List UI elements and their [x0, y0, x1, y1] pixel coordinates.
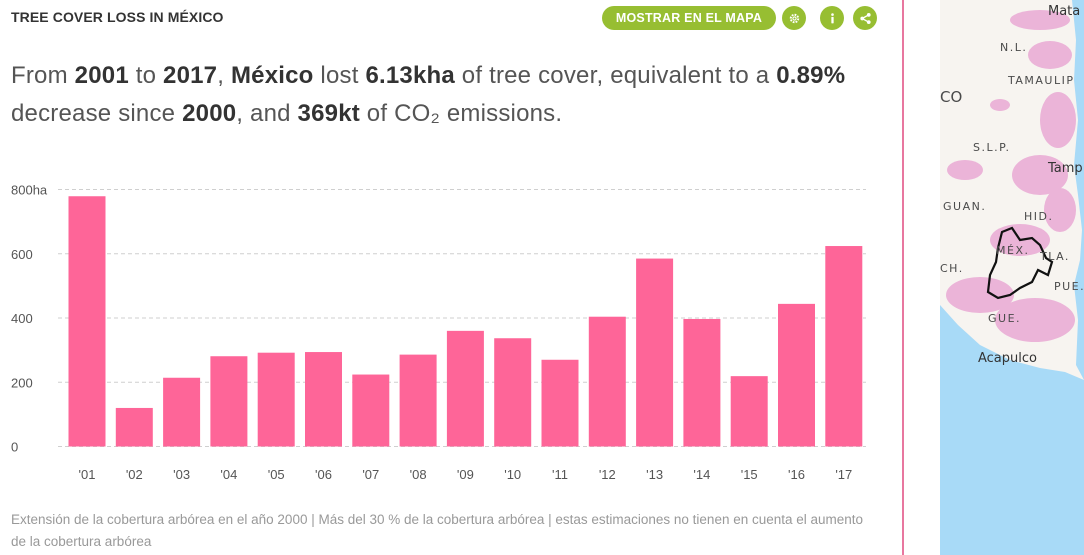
- map-label-puebla: PUE.: [1054, 280, 1084, 293]
- map-label-acapulco: Acapulco: [978, 351, 1037, 366]
- base-year: 2000: [182, 100, 237, 127]
- map-label-nuevo-leon: N.L.: [1000, 41, 1028, 54]
- info-icon: [830, 12, 834, 23]
- bar-17[interactable]: [825, 246, 863, 447]
- x-tick-label: '11: [552, 467, 568, 482]
- x-tick-label: '16: [788, 467, 805, 482]
- end-year: 2017: [163, 62, 218, 89]
- x-tick-label: '17: [835, 467, 852, 482]
- map-label-tamaulipas: TAMAULIP: [1008, 74, 1075, 87]
- y-tick-label: 0: [11, 440, 18, 455]
- bar-14[interactable]: [683, 318, 721, 447]
- show-on-map-button[interactable]: MOSTRAR EN EL MAPA: [602, 6, 776, 30]
- chart-footnote: Extensión de la cobertura arbórea en el …: [11, 512, 864, 549]
- x-tick-label: '07: [362, 467, 379, 482]
- tree-cover-loss-widget: TREE COVER LOSS IN MÉXICO MOSTRAR EN EL …: [0, 4, 890, 549]
- info-button[interactable]: [820, 6, 844, 30]
- x-tick-label: '03: [173, 467, 190, 482]
- x-tick-label: '10: [504, 467, 521, 482]
- map-label-mexico: MÉX.: [996, 244, 1030, 257]
- map-label-ch: CH.: [940, 262, 964, 275]
- bar-04[interactable]: [210, 356, 248, 447]
- bar-13[interactable]: [636, 258, 674, 447]
- x-tick-label: '13: [646, 467, 663, 482]
- bar-15[interactable]: [730, 376, 768, 447]
- loss-bar-chart: 0 200 400 600 800ha '01 '02 '03 '04 '05 '06 '07 '08 '…: [0, 170, 890, 490]
- x-tick-label: '04: [220, 467, 237, 482]
- y-tick-label: 800ha: [11, 183, 48, 198]
- x-tick-label: '09: [457, 467, 474, 482]
- y-tick-label: 600: [11, 247, 33, 262]
- y-tick-label: 200: [11, 375, 33, 390]
- x-tick-label: '02: [126, 467, 143, 482]
- loss-percent: 0.89%: [776, 62, 846, 89]
- map-panel[interactable]: Mata N.L. TAMAULIP CO S.L.P. Tamp GUAN. …: [940, 0, 1084, 555]
- region-name: México: [230, 62, 314, 89]
- bar-03[interactable]: [163, 377, 201, 447]
- bar-09[interactable]: [446, 330, 484, 447]
- x-tick-label: '01: [79, 467, 96, 482]
- widget-header: TREE COVER LOSS IN MÉXICO MOSTRAR EN EL …: [11, 4, 877, 32]
- share-button[interactable]: [853, 6, 877, 30]
- summary-sentence: From 2001 to 2017, México lost 6.13kha o…: [11, 62, 846, 127]
- y-tick-label: 400: [11, 311, 33, 326]
- widget-title: TREE COVER LOSS IN MÉXICO: [11, 9, 224, 25]
- bar-02[interactable]: [115, 407, 153, 447]
- share-icon: [859, 12, 871, 24]
- x-tick-label: '12: [599, 467, 616, 482]
- bar-11[interactable]: [541, 359, 579, 447]
- bar-01[interactable]: [68, 196, 106, 447]
- panel-divider: [902, 0, 904, 555]
- map-label-tlaxcala: TLA.: [1040, 250, 1070, 263]
- x-tick-label: '14: [693, 467, 710, 482]
- bar-05[interactable]: [257, 352, 295, 447]
- bar-06[interactable]: [305, 352, 342, 447]
- bar-16[interactable]: [778, 303, 815, 447]
- start-year: 2001: [74, 62, 129, 89]
- emissions-amount: 369kt: [297, 100, 360, 127]
- map-label-guerrero: GUE.: [988, 312, 1022, 325]
- map-label-slp: S.L.P.: [973, 141, 1011, 154]
- map-label-tampico: Tamp: [1048, 161, 1083, 176]
- bar-10[interactable]: [494, 338, 532, 447]
- bar-07[interactable]: [352, 374, 390, 447]
- settings-button[interactable]: [782, 6, 806, 30]
- x-tick-label: '08: [410, 467, 427, 482]
- bar-08[interactable]: [399, 354, 437, 447]
- gear-icon: [789, 13, 799, 23]
- map-label-matamoros: Mata: [1048, 4, 1081, 19]
- loss-amount: 6.13kha: [365, 62, 455, 89]
- map-label-hidalgo: HID.: [1024, 210, 1054, 223]
- x-tick-label: '05: [268, 467, 285, 482]
- x-tick-label: '06: [315, 467, 332, 482]
- chart-svg: 0 200 400 600 800ha '01 '02 '03 '04 '05 '06 '07 '08 '…: [11, 183, 866, 482]
- map-label-guanajuato: GUAN.: [943, 200, 987, 213]
- map-background: [940, 0, 1084, 555]
- bar-12[interactable]: [588, 316, 626, 447]
- x-tick-label: '15: [741, 467, 758, 482]
- map-label-co: CO: [940, 88, 963, 106]
